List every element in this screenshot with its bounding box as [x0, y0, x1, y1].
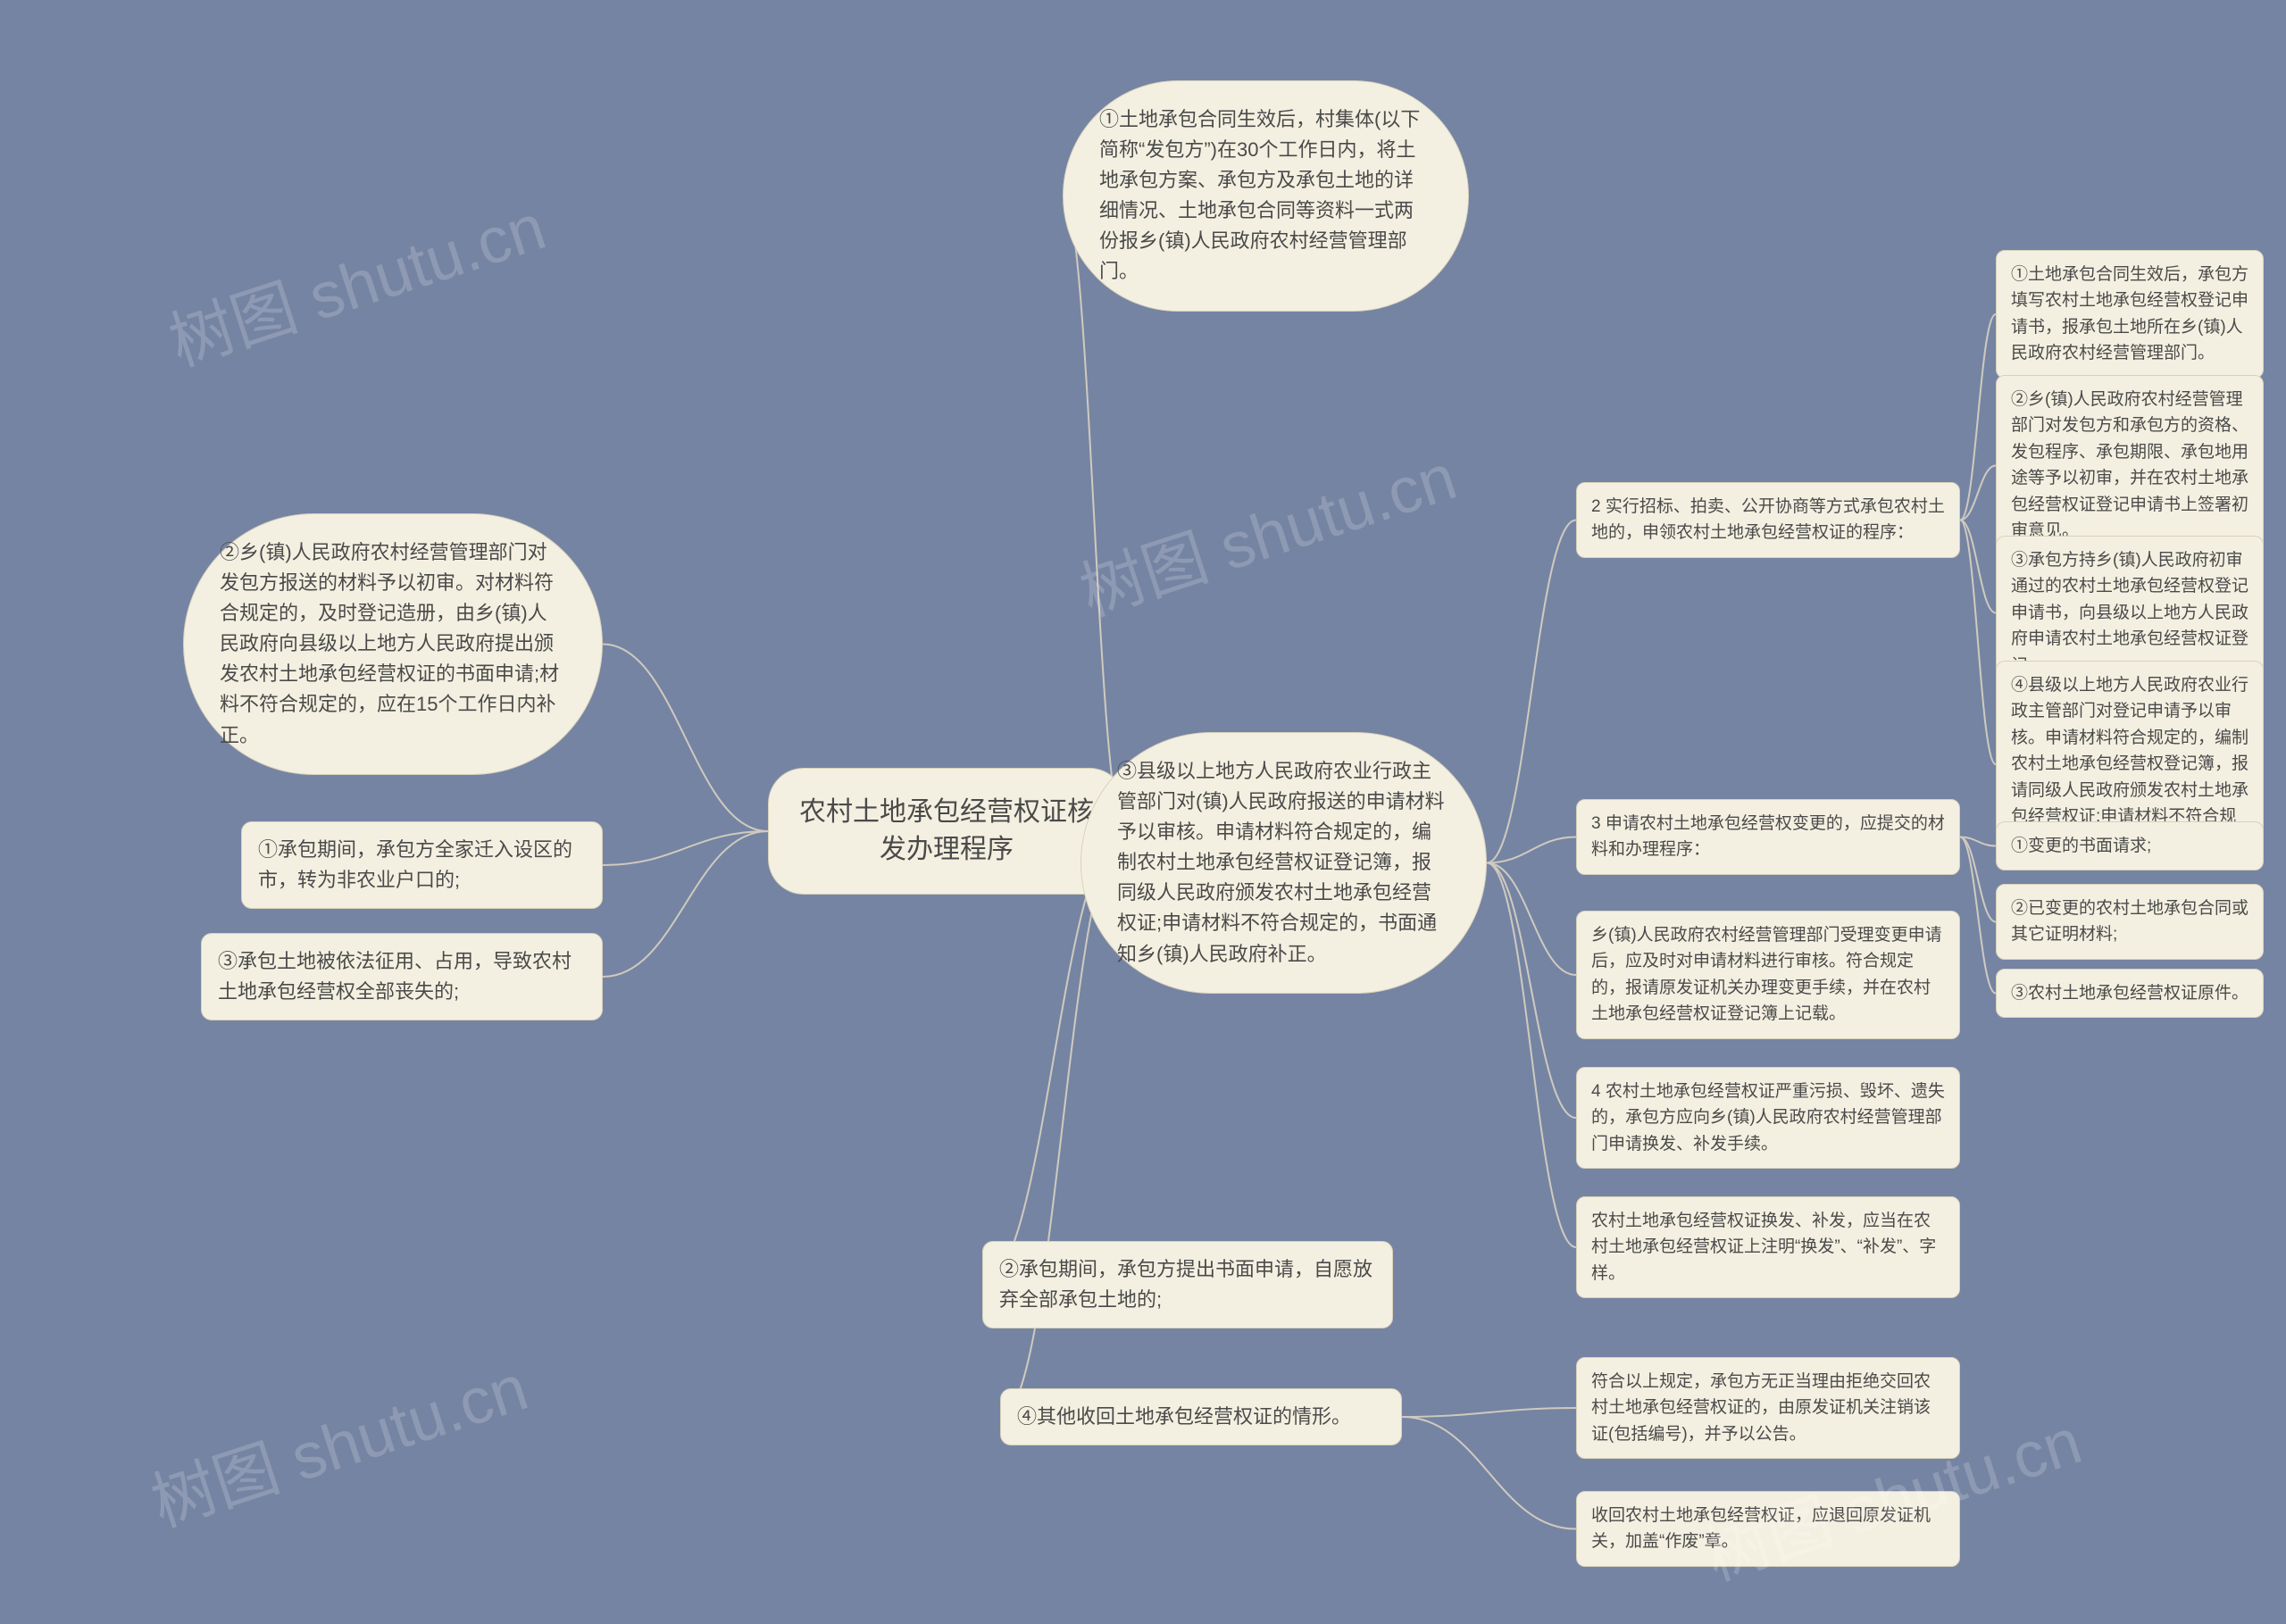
node-l-cb1: ①承包期间，承包方全家迁入设区的市，转为非农业户口的; — [241, 821, 603, 909]
node-lv4-2a: ①土地承包合同生效后，承包方填写农村土地承包经营权登记申请书，报承包土地所在乡(… — [1996, 250, 2264, 379]
node-lv3-cb4a: 符合以上规定，承包方无正当理由拒绝交回农村土地承包经营权证的，由原发证机关注销该… — [1576, 1357, 1960, 1459]
node-r3: ③县级以上地方人民政府农业行政主管部门对(镇)人民政府报送的申请材料予以审核。申… — [1080, 732, 1487, 994]
watermark: 树图 shutu.cn — [155, 174, 555, 384]
node-l-cb3: ③承包土地被依法征用、占用，导致农村土地承包经营权全部丧失的; — [201, 933, 603, 1020]
center-node: 农村土地承包经营权证核 发办理程序 — [768, 768, 1125, 895]
node-lv3-2: 2 实行招标、拍卖、公开协商等方式承包农村土地的，申领农村土地承包经营权证的程序… — [1576, 482, 1960, 558]
node-lv4-3c: ③农村土地承包经营权证原件。 — [1996, 969, 2264, 1018]
node-r1: ①土地承包合同生效后，村集体(以下简称“发包方”)在30个工作日内，将土地承包方… — [1063, 80, 1469, 312]
node-lv4-3b: ②已变更的农村土地承包合同或其它证明材料; — [1996, 884, 2264, 960]
node-lv4-3a: ①变更的书面请求; — [1996, 821, 2264, 870]
node-lv3-x2: 农村土地承包经营权证换发、补发，应当在农村土地承包经营权证上注明“换发”、“补发… — [1576, 1196, 1960, 1298]
node-l2: ②乡(镇)人民政府农村经营管理部门对发包方报送的材料予以初审。对材料符合规定的，… — [183, 513, 603, 775]
watermark: 树图 shutu.cn — [138, 1335, 537, 1545]
node-lv4-2b: ②乡(镇)人民政府农村经营管理部门对发包方和承包方的资格、发包程序、承包期限、承… — [1996, 375, 2264, 556]
node-lv3-cb4b: 收回农村土地承包经营权证，应退回原发证机关，加盖“作废”章。 — [1576, 1491, 1960, 1567]
node-lv3-3: 3 申请农村土地承包经营权变更的，应提交的材料和办理程序： — [1576, 799, 1960, 875]
watermark: 树图 shutu.cn — [1066, 424, 1465, 634]
node-r-cb4: ④其他收回土地承包经营权证的情形。 — [1000, 1388, 1402, 1445]
node-lv3-x1: 乡(镇)人民政府农村经营管理部门受理变更申请后，应及时对申请材料进行审核。符合规… — [1576, 911, 1960, 1039]
node-lv3-4: 4 农村土地承包经营权证严重污损、毁坏、遗失的，承包方应向乡(镇)人民政府农村经… — [1576, 1067, 1960, 1169]
node-r-cb2: ②承包期间，承包方提出书面申请，自愿放弃全部承包土地的; — [982, 1241, 1393, 1328]
